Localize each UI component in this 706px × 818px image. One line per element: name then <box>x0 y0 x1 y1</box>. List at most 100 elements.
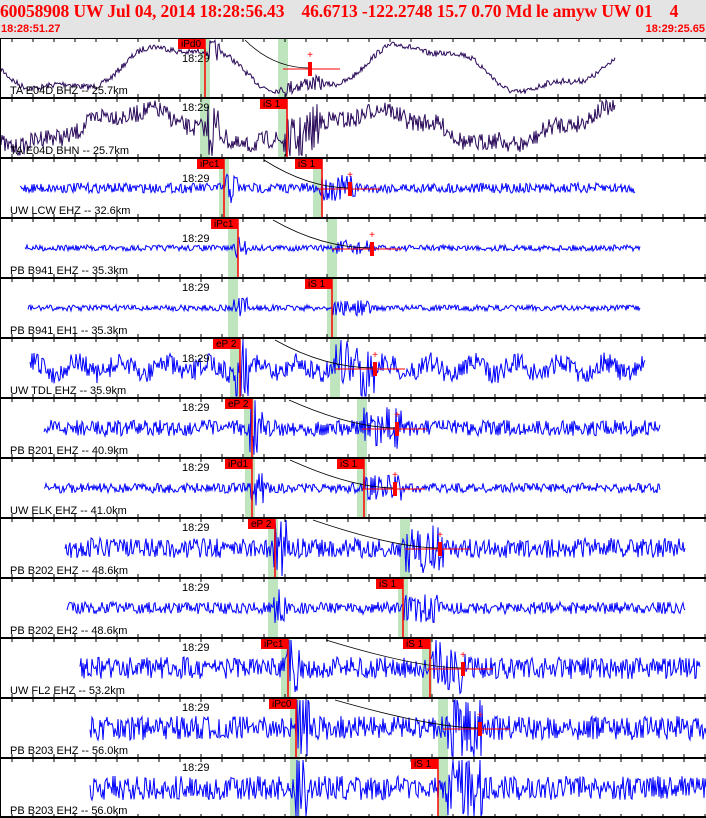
minute-label: 18:29 <box>182 102 210 114</box>
pick-flag[interactable] <box>248 518 275 529</box>
trace-panel[interactable]: 18:29 iS 1 PB B203 EH2 -- 56.0km <box>0 757 706 818</box>
waveform <box>43 400 661 455</box>
pick-window <box>281 638 291 698</box>
trace-panel[interactable]: +18:29 iPd0 TA E04D BHZ -- 25.7km <box>0 38 706 98</box>
event-title: 60058908 UW Jul 04, 2014 18:28:56.43 46.… <box>0 1 679 21</box>
pick-flag[interactable] <box>211 218 238 229</box>
travel-time-curve <box>274 339 376 369</box>
travel-time-curve <box>288 399 398 429</box>
minute-label: 18:29 <box>182 353 210 365</box>
pick-label: iS 1 <box>340 459 358 470</box>
pick-window <box>228 218 238 278</box>
minute-label: 18:29 <box>182 762 210 774</box>
amplitude-plus: + <box>372 350 378 361</box>
pick-flag[interactable] <box>260 98 287 109</box>
pick-flag[interactable] <box>225 458 252 469</box>
station-label: PB B203 EHZ -- 56.0km <box>10 745 128 757</box>
pick-label: iS 1 <box>308 279 326 290</box>
amplitude-marker <box>395 422 399 436</box>
minute-label: 18:29 <box>182 233 210 245</box>
pick-window <box>278 38 288 98</box>
pick-flag[interactable] <box>178 38 205 49</box>
minute-label: 18:29 <box>182 462 210 474</box>
trace-panel[interactable]: 18:29 iS 1 PB B941 EH1 -- 35.3km <box>0 277 706 338</box>
travel-time-curve <box>244 39 311 69</box>
pick-label: eP 2 <box>251 519 272 530</box>
amplitude-plus: + <box>369 230 375 241</box>
minute-label: 18:29 <box>182 582 210 594</box>
station-label: UW ELK EHZ -- 41.0km <box>10 505 127 517</box>
pick-flag[interactable] <box>376 578 403 589</box>
pick-label: iPc0 <box>272 699 292 710</box>
amplitude-plus: + <box>394 410 400 421</box>
trace-panel[interactable]: 18:29 iS 1 PB B202 EH2 -- 48.6km <box>0 577 706 638</box>
start-time: 18:28:51.27 <box>1 23 61 35</box>
pick-window <box>278 98 288 158</box>
minute-label: 18:29 <box>182 173 210 185</box>
event-header: 60058908 UW Jul 04, 2014 18:28:56.43 46.… <box>0 0 706 38</box>
amplitude-marker <box>461 662 465 676</box>
pick-label: iS 1 <box>406 639 424 650</box>
amplitude-marker <box>348 182 352 196</box>
pick-flag[interactable] <box>225 398 252 409</box>
station-label: PB B201 EHZ -- 40.9km <box>10 445 128 457</box>
pick-flag[interactable] <box>305 278 332 289</box>
trace-panel[interactable]: +18:29 iPc1 iS 1 UW LCW EHZ -- 32.6km <box>0 157 706 218</box>
trace-panel[interactable]: +18:29 iPc0 PB B203 EHZ -- 56.0km <box>0 697 706 758</box>
pick-label: iS 1 <box>379 579 397 590</box>
waveform <box>89 759 706 817</box>
amplitude-plus: + <box>477 710 483 721</box>
station-label: PB B941 EHZ -- 35.3km <box>10 265 128 277</box>
trace-panel[interactable]: +18:29 eP 2 UW TDL EHZ -- 35.9km <box>0 337 706 398</box>
minute-label: 18:29 <box>182 402 210 414</box>
pick-label: iPc1 <box>264 639 284 650</box>
station-label: PB B203 EH2 -- 56.0km <box>10 805 127 817</box>
pick-label: iS 1 <box>298 159 316 170</box>
pick-flag[interactable] <box>411 758 438 769</box>
amplitude-plus: + <box>392 470 398 481</box>
amplitude-plus: + <box>307 50 313 61</box>
station-label: UW LCW EHZ -- 32.6km <box>10 205 130 217</box>
station-label: PB B941 EH1 -- 35.3km <box>10 325 127 337</box>
waveform <box>66 589 686 624</box>
pick-window <box>438 758 448 818</box>
pick-flag[interactable] <box>197 158 224 169</box>
travel-time-curve <box>312 519 441 549</box>
pick-flag[interactable] <box>337 458 364 469</box>
waveform <box>79 639 701 695</box>
pick-label: iS 1 <box>263 99 281 110</box>
amplitude-marker <box>373 362 377 376</box>
pick-flag[interactable] <box>403 638 430 649</box>
waveform <box>64 519 686 577</box>
pick-label: iS 1 <box>414 759 432 770</box>
waveform <box>0 38 616 98</box>
trace-panel[interactable]: 18:29 iS 1 TA E04D BHN -- 25.7km <box>0 97 706 158</box>
station-label: TA E04D BHN -- 25.7km <box>10 145 129 157</box>
trace-panel[interactable]: +18:29 eP 2 PB B202 EHZ -- 48.6km <box>0 517 706 578</box>
trace-panel[interactable]: +18:29 iPc1 PB B941 EHZ -- 35.3km <box>0 217 706 278</box>
trace-panel[interactable]: +18:29 iPd1 iS 1 UW ELK EHZ -- 41.0km <box>0 457 706 518</box>
pick-flag[interactable] <box>295 158 322 169</box>
pick-flag[interactable] <box>261 638 288 649</box>
travel-time-curve <box>334 699 481 729</box>
pick-flag[interactable] <box>213 338 240 349</box>
amplitude-plus: + <box>460 650 466 661</box>
pick-label: eP 2 <box>216 339 237 350</box>
pick-window <box>422 638 432 698</box>
amplitude-marker <box>308 62 312 76</box>
trace-panel[interactable]: +18:29 iPc1 iS 1 UW FL2 EHZ -- 53.2km <box>0 637 706 698</box>
end-time: 18:29:25.65 <box>645 23 705 35</box>
minute-label: 18:29 <box>182 53 210 65</box>
trace-panel[interactable]: +18:29 eP 2 PB B201 EHZ -- 40.9km <box>0 397 706 458</box>
pick-window <box>230 338 240 398</box>
station-label: UW FL2 EHZ -- 53.2km <box>10 685 125 697</box>
pick-label: iPd1 <box>228 459 248 470</box>
minute-label: 18:29 <box>182 522 210 534</box>
waveform <box>43 473 661 506</box>
pick-label: iPc1 <box>200 159 220 170</box>
minute-label: 18:29 <box>182 702 210 714</box>
pick-label: iPc1 <box>214 219 234 230</box>
seismogram-panels[interactable]: +18:29 iPd0 TA E04D BHZ -- 25.7km 18:29 iS 1… <box>0 38 706 818</box>
pick-flag[interactable] <box>269 698 296 709</box>
travel-time-curve <box>272 219 373 249</box>
